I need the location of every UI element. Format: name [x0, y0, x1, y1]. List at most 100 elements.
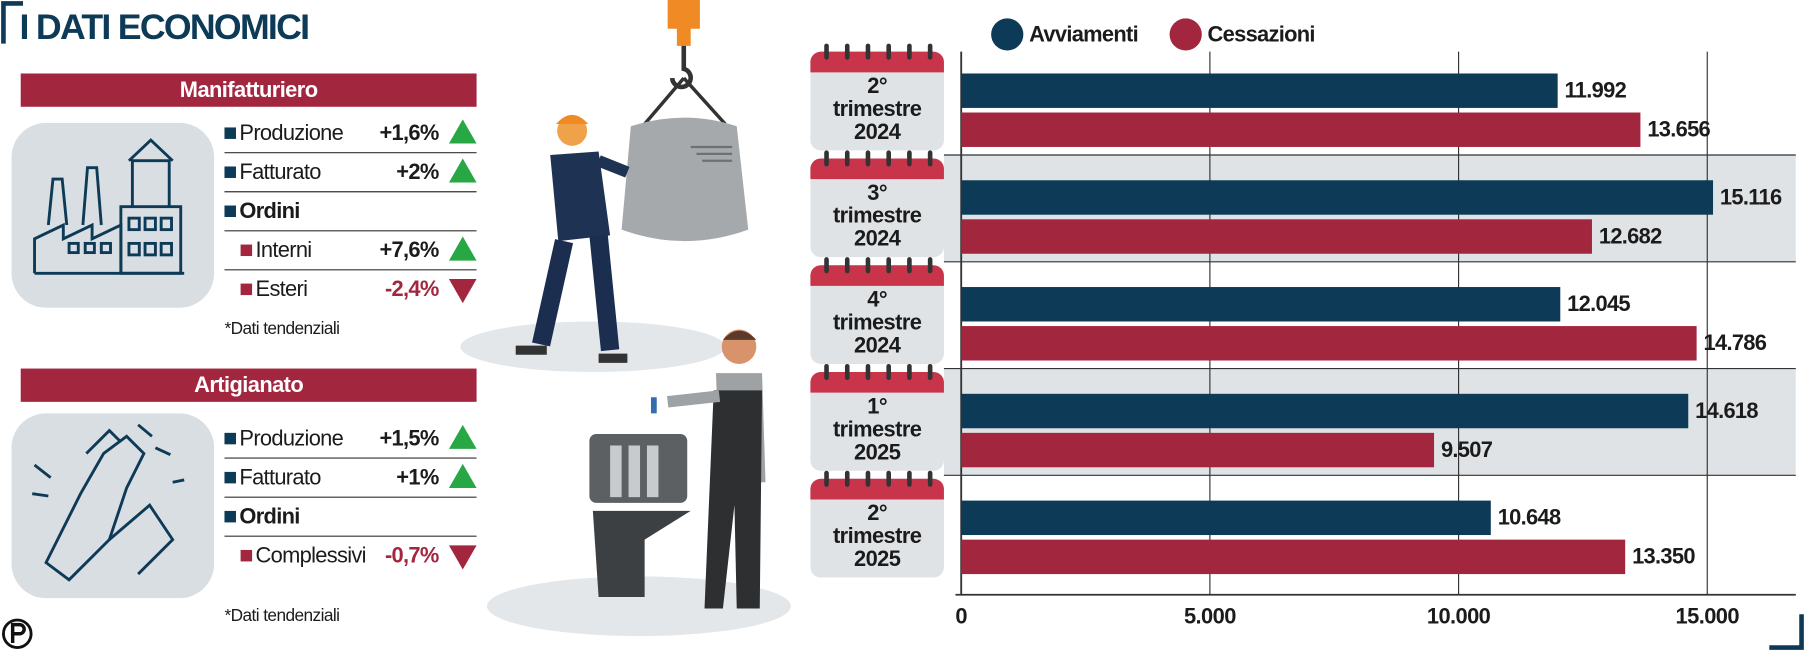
value-label: 13.350 [1632, 544, 1695, 569]
category-box: 2° trimestre 2024 [810, 65, 944, 152]
row-label: Produzione [239, 120, 343, 145]
row-label: Fatturato [239, 465, 321, 490]
calendar-ring [886, 363, 891, 381]
calendar-ring [907, 363, 912, 381]
calendar-ring [907, 43, 912, 60]
panel-title: Artigianato [194, 372, 303, 397]
hands-icon [32, 423, 185, 582]
value-label: 14.786 [1704, 330, 1767, 355]
category-label: 2° trimestre 2024 [832, 74, 922, 145]
calendar-ring [927, 150, 933, 167]
bullet [240, 244, 253, 257]
calendar [810, 372, 944, 471]
trend-down-arrow [448, 279, 477, 304]
row-label: Produzione [239, 426, 343, 451]
bar [961, 500, 1491, 536]
bullet [224, 510, 236, 523]
value-label: 15.116 [1720, 184, 1782, 209]
category-box: 4° trimestre 2024 [810, 279, 944, 366]
bullet [224, 471, 236, 484]
logo [10, 622, 26, 643]
calendar-ring [844, 363, 850, 381]
row-label: Fatturato [239, 159, 321, 184]
x-tick-label: 5.000 [1184, 603, 1236, 628]
category-box: 4° trimestre 2024 [810, 279, 944, 366]
bullet [240, 549, 253, 562]
bullet [224, 205, 236, 217]
panel-header [20, 73, 477, 107]
icon-box [11, 413, 215, 599]
row-value: -0,7% [385, 543, 439, 568]
value-label: 10.648 [1498, 505, 1561, 530]
row-label: Interni [256, 237, 312, 262]
calendar-ring [865, 470, 871, 487]
bar [961, 73, 1558, 108]
factory-icon [33, 138, 185, 275]
category-box: 3° trimestre 2024 [810, 172, 944, 259]
trend-up-arrow [448, 463, 477, 488]
x-tick-label: 10.000 [1427, 603, 1491, 628]
category-box: 2° trimestre 2025 [810, 493, 944, 580]
calendar-ring [824, 150, 829, 167]
calendar-ring [865, 150, 871, 167]
illustration [460, 0, 791, 637]
legend-marker [991, 18, 1024, 51]
calendar-ring [927, 43, 933, 60]
category-box: 3° trimestre 2024 [810, 172, 944, 259]
value-label: 13.656 [1647, 117, 1710, 142]
calendar-ring [865, 257, 871, 274]
bar [961, 180, 1714, 215]
calendar-ring [844, 257, 850, 274]
row-value: -2,4% [385, 276, 439, 301]
panel-header [20, 368, 477, 402]
calendar-ring [844, 150, 850, 167]
row-value: +1,6% [379, 120, 438, 145]
calendar-ring [865, 43, 871, 60]
x-tick-label: 15.000 [1676, 603, 1740, 628]
x-tick-label: 0 [955, 603, 967, 628]
value-label: 12.682 [1599, 223, 1662, 248]
category-label: 1° trimestre 2025 [832, 394, 922, 465]
value-label: 9.507 [1441, 437, 1493, 462]
value-label: 11.992 [1565, 78, 1627, 103]
footnote: *Dati tendenziali [224, 318, 339, 338]
value-label: 12.045 [1567, 291, 1630, 316]
calendar-ring [886, 257, 891, 274]
logo [2, 618, 33, 649]
calendar-ring [865, 363, 871, 381]
category-box: 2° trimestre 2025 [810, 493, 944, 580]
category-box: 1° trimestre 2025 [810, 386, 944, 473]
category-box: 1° trimestre 2025 [810, 386, 944, 473]
row-label: Esteri [256, 276, 308, 301]
bar [961, 393, 1689, 429]
icon-box [11, 122, 215, 308]
calendar-ring [824, 363, 829, 381]
category-box: 2° trimestre 2024 [810, 65, 944, 152]
calendar [810, 158, 944, 258]
row-value: +1,5% [379, 426, 438, 451]
bar [961, 326, 1697, 361]
bullet [240, 283, 253, 296]
bar [961, 432, 1435, 468]
row-value: +2% [396, 159, 439, 184]
value-label: 14.618 [1695, 398, 1758, 423]
calendar [810, 265, 944, 364]
calendar-ring [824, 43, 829, 60]
bar [961, 219, 1592, 254]
calendar-ring [907, 257, 912, 274]
footnote: *Dati tendenziali [224, 605, 339, 625]
panel-title: Manifatturiero [180, 77, 318, 102]
corner-bracket [1769, 614, 1804, 650]
row-label: Ordini [239, 198, 299, 223]
bar [961, 112, 1641, 147]
trend-up-arrow [448, 236, 477, 261]
calendar-ring [844, 470, 850, 487]
trend-up-arrow [448, 158, 477, 183]
calendar-ring [886, 43, 891, 60]
category-label: 4° trimestre 2024 [832, 288, 922, 359]
legend-label: Cessazioni [1208, 21, 1315, 46]
trend-up-arrow [448, 119, 477, 144]
calendar-ring [886, 470, 891, 487]
category-label: 2° trimestre 2025 [832, 501, 922, 572]
